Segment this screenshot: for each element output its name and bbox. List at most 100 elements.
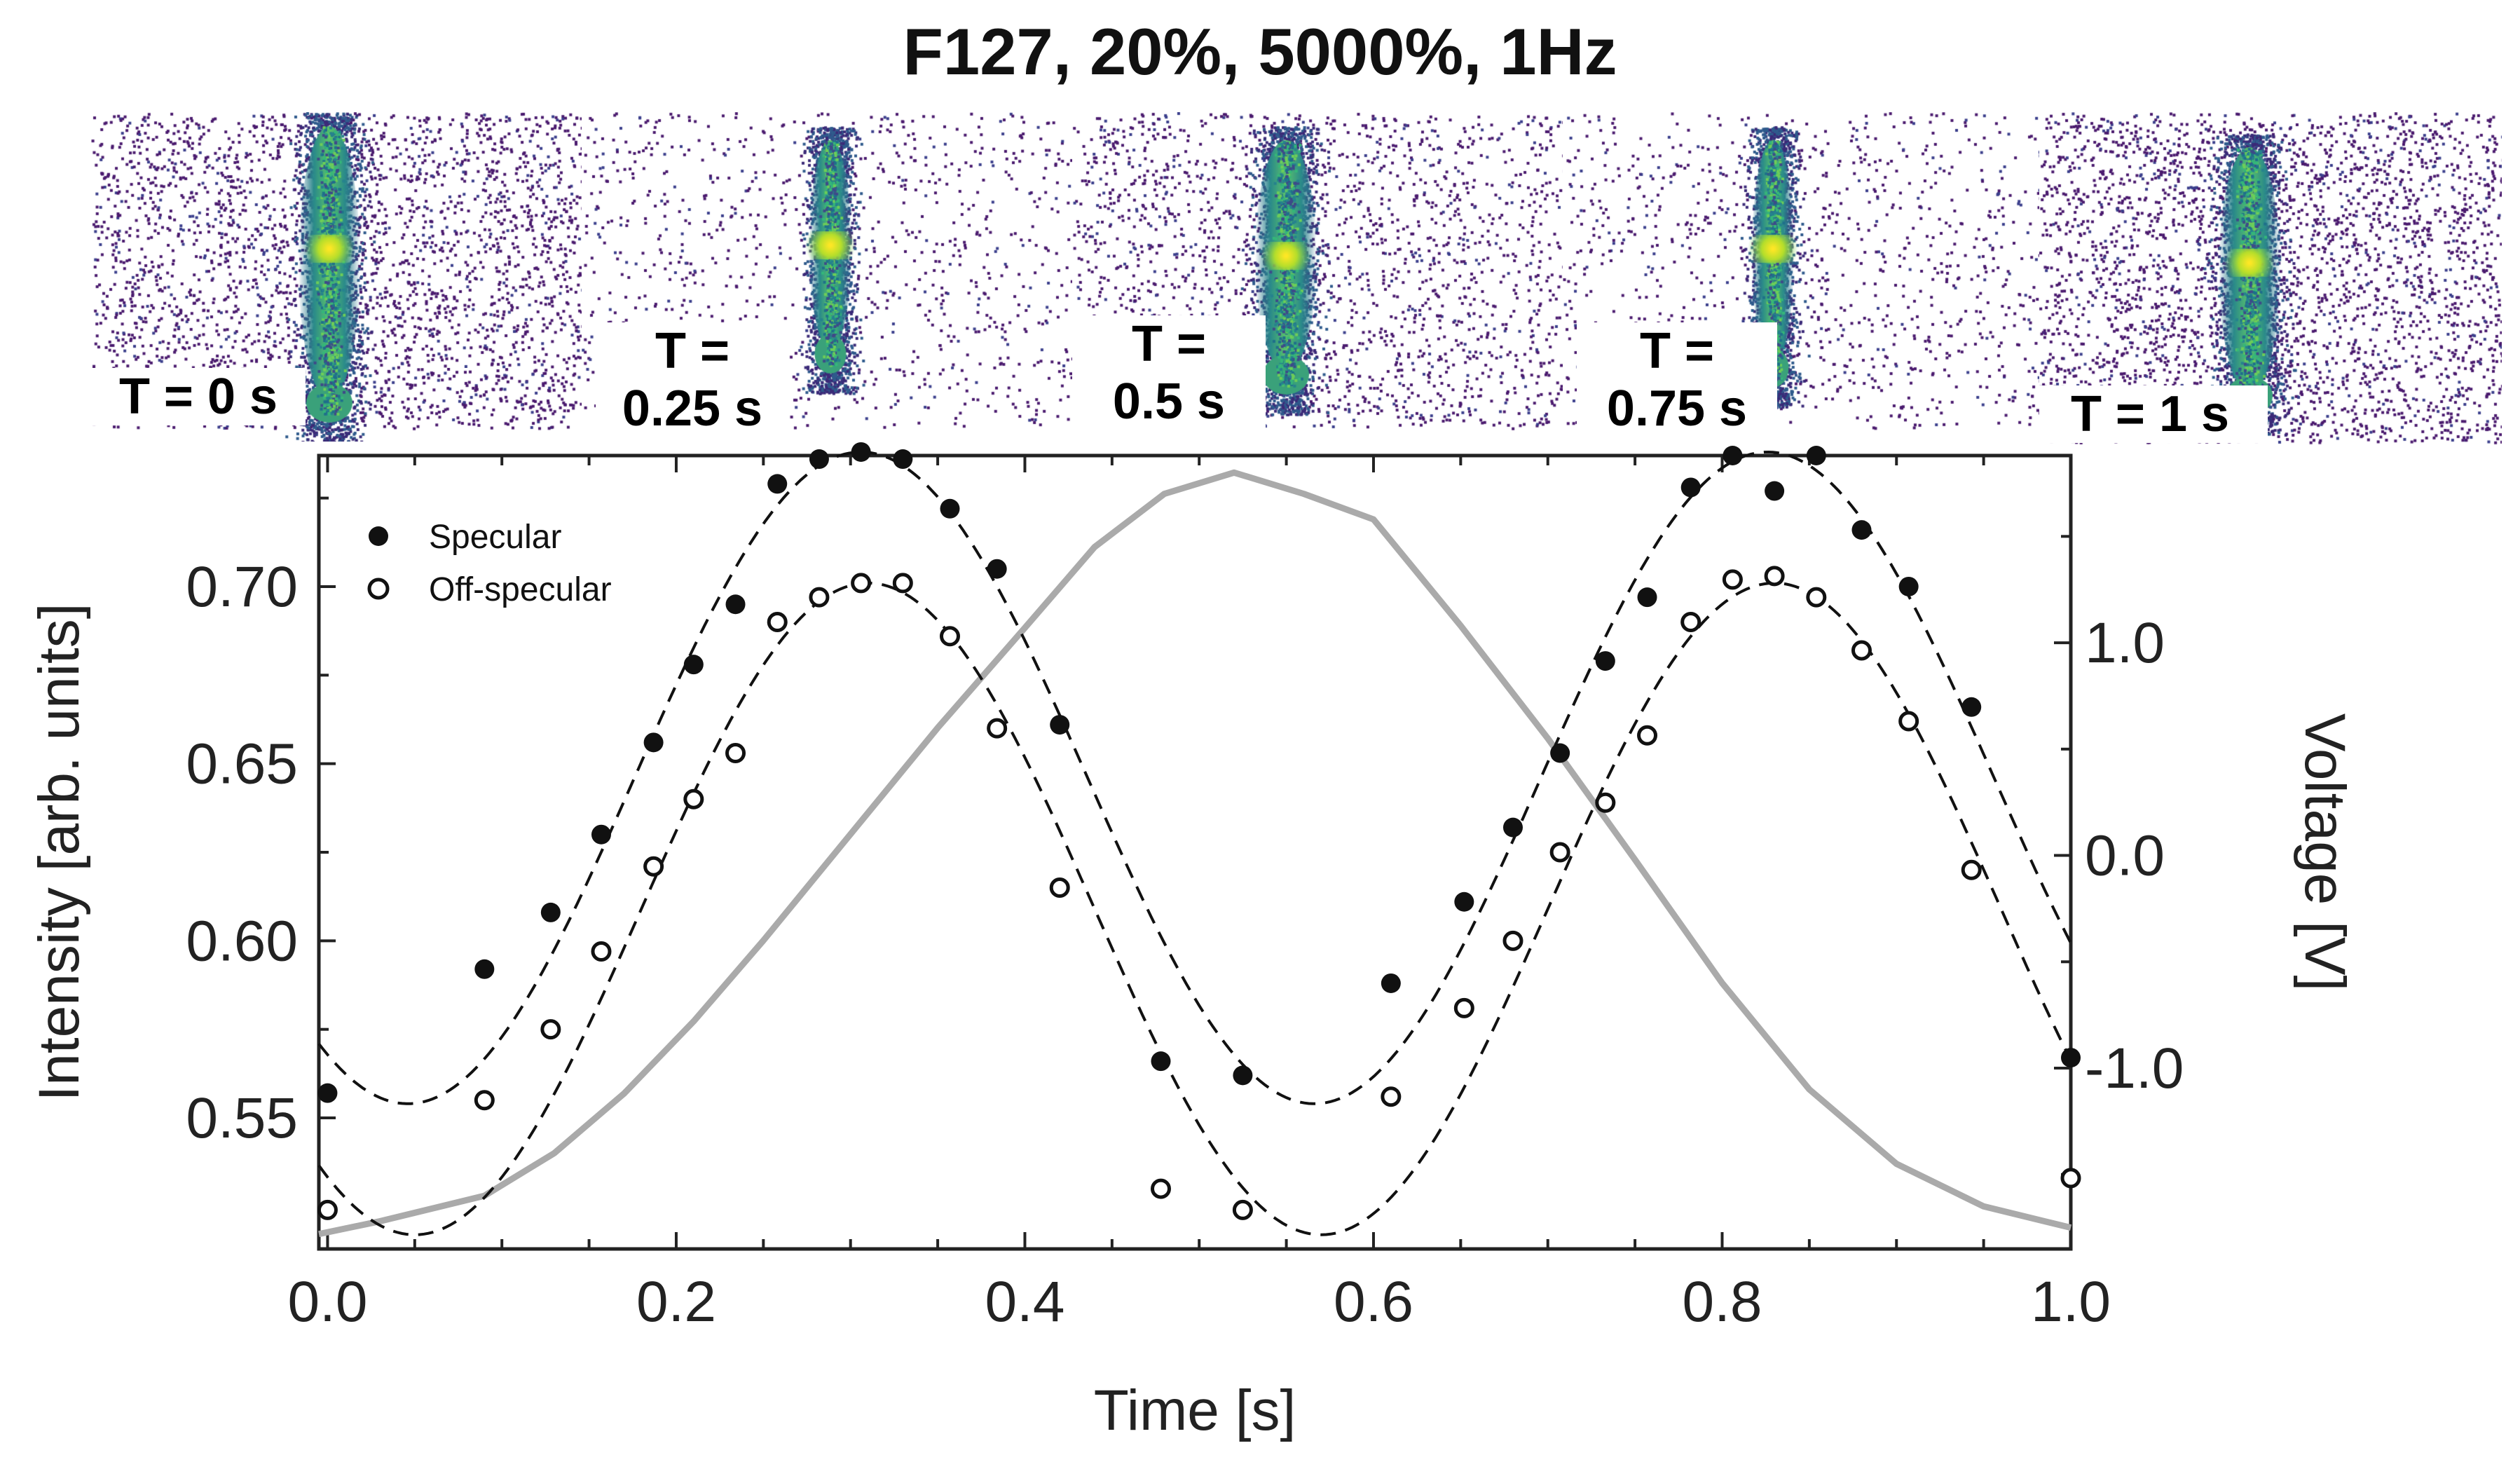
panel-time-label: T = 0.5 s xyxy=(1072,315,1266,430)
off-specular-point xyxy=(1637,725,1658,746)
specular-point xyxy=(591,824,611,845)
off-specular-point xyxy=(591,941,612,962)
specular-point xyxy=(1806,446,1826,465)
specular-point xyxy=(1595,651,1615,671)
y2-tick-labels: -1.0 0.0 1.0 xyxy=(2085,611,2184,1100)
panel-label-line: T = xyxy=(1131,316,1207,372)
detector-image-t025: T = 0.25 s xyxy=(582,112,1072,442)
specular-point xyxy=(1502,817,1523,838)
off-specular-point xyxy=(1806,587,1827,608)
specular-point xyxy=(809,449,829,470)
specular-point xyxy=(317,1083,338,1103)
legend-label-off-specular: Off-specular xyxy=(429,571,612,608)
y-tick-label: 0.70 xyxy=(186,555,298,619)
x-axis-title: Time [s] xyxy=(1094,1379,1296,1442)
off-specular-point xyxy=(2060,1168,2081,1189)
y-tick-label: 0.55 xyxy=(186,1086,298,1150)
specular-point xyxy=(1454,891,1474,912)
off-specular-point xyxy=(1381,1086,1402,1107)
voltage-line xyxy=(318,469,2072,1238)
panel-label-line: T = xyxy=(1639,323,1715,379)
off-specular-point xyxy=(683,788,704,809)
legend-marker-specular xyxy=(369,526,388,546)
specular-point xyxy=(987,559,1007,579)
specular-point xyxy=(1723,446,1743,465)
detector-image-t075: T = 0.75 s xyxy=(1563,112,2039,442)
off-specular-point xyxy=(987,718,1008,739)
specular-point xyxy=(1961,697,1982,717)
panel-time-label: T = 0.25 s xyxy=(596,322,789,437)
specular-point xyxy=(683,655,704,675)
off-specular-point xyxy=(939,626,960,647)
panel-label-line: 0.75 s xyxy=(1606,381,1748,437)
panel-time-label: T = 1 s xyxy=(2039,385,2268,443)
panel-time-label: T = 0.75 s xyxy=(1577,322,1777,437)
off-specular-point xyxy=(851,573,872,594)
chart-markers xyxy=(317,442,2081,1220)
detector-image-t1: T = 1 s xyxy=(2039,112,2502,456)
specular-point xyxy=(1680,477,1701,498)
off-specular-point xyxy=(1680,612,1701,633)
specular-point xyxy=(1851,520,1872,540)
off-specular-point xyxy=(1722,569,1743,590)
off-specular-point xyxy=(1764,566,1785,587)
panel-label-line: 0.5 s xyxy=(1112,374,1226,430)
specular-point xyxy=(1381,973,1401,993)
panel-time-label: T = 0 s xyxy=(91,368,306,425)
specular-point xyxy=(767,474,788,494)
y-tick-labels: 0.55 0.60 0.65 0.70 xyxy=(186,555,298,1150)
y-tick-label: 0.60 xyxy=(186,909,298,973)
specular-point xyxy=(2061,1048,2081,1068)
detector-image-t0: T = 0 s xyxy=(91,112,582,442)
off-specular-point xyxy=(540,1019,561,1040)
y2-tick-label: 1.0 xyxy=(2085,611,2165,675)
off-specular-point xyxy=(317,1199,338,1220)
figure-title: F127, 20%, 5000%, 1Hz xyxy=(903,15,1617,88)
specular-point xyxy=(643,732,664,753)
y2-axis-title: Voltage [V] xyxy=(2293,713,2357,992)
specular-point xyxy=(1550,743,1570,763)
specular-point xyxy=(1765,481,1785,501)
x-tick-label: 1.0 xyxy=(2031,1270,2111,1334)
x-tick-labels: 0.0 0.2 0.4 0.6 0.8 1.0 xyxy=(287,1270,2111,1334)
x-tick-label: 0.6 xyxy=(1334,1270,1413,1334)
off-specular-point xyxy=(1961,859,1982,880)
specular-point xyxy=(851,442,871,462)
specular-point xyxy=(474,959,495,979)
specular-point xyxy=(1637,587,1657,608)
off-specular-point xyxy=(1898,711,1919,732)
off-specular-point xyxy=(809,587,830,608)
y2-tick-label: 0.0 xyxy=(2085,824,2165,888)
y-tick-label: 0.65 xyxy=(186,732,298,796)
specular-point xyxy=(940,498,960,519)
off-specular-point xyxy=(1150,1178,1171,1199)
off-specular-point xyxy=(725,743,746,763)
off-specular-point xyxy=(474,1090,495,1111)
panel-label-line: T = 1 s xyxy=(2070,386,2230,442)
axis-ticks xyxy=(319,456,2072,1249)
off-specular-fit-line xyxy=(317,582,2072,1236)
legend-marker-off-specular xyxy=(367,578,390,600)
x-tick-label: 0.2 xyxy=(636,1270,716,1334)
specular-fit-line xyxy=(317,450,2072,1105)
y2-tick-label: -1.0 xyxy=(2085,1037,2184,1100)
off-specular-point xyxy=(1502,930,1523,951)
specular-point xyxy=(725,594,746,615)
off-specular-point xyxy=(1851,640,1872,661)
panel-label-line: T = xyxy=(655,323,730,379)
off-specular-point xyxy=(1549,842,1570,863)
detector-image-t05: T = 0.5 s xyxy=(1072,112,1563,442)
panel-label-line: T = 0 s xyxy=(118,369,278,425)
x-tick-label: 0.0 xyxy=(287,1270,367,1334)
off-specular-point xyxy=(1232,1199,1253,1220)
specular-point xyxy=(1233,1065,1253,1086)
off-specular-point xyxy=(767,612,788,633)
panel-label-line: 0.25 s xyxy=(622,381,763,437)
specular-point xyxy=(1050,715,1070,735)
specular-point xyxy=(893,449,913,470)
specular-point xyxy=(540,902,561,922)
x-tick-label: 0.8 xyxy=(1682,1270,1762,1334)
chart-lines xyxy=(317,450,2072,1238)
off-specular-point xyxy=(643,856,664,877)
